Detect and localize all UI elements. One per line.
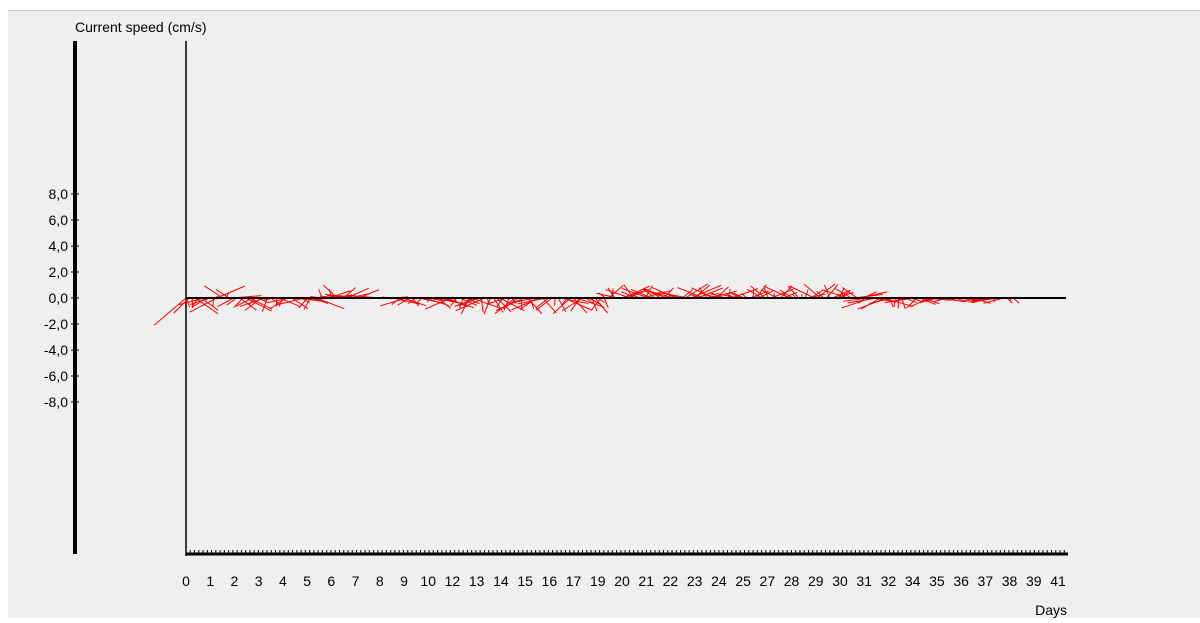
x-tick-label: 20 xyxy=(614,573,630,589)
x-tick-label: 35 xyxy=(929,573,945,589)
x-tick-label: 6 xyxy=(327,573,335,589)
x-tick-label: 31 xyxy=(856,573,872,589)
y-tick-label: -2,0 xyxy=(44,316,68,332)
y-tick-label: 4,0 xyxy=(49,238,69,254)
velocity-stick xyxy=(573,298,586,313)
x-tick-label: 25 xyxy=(735,573,751,589)
x-tick-label: 21 xyxy=(638,573,654,589)
y-tick-label: 0,0 xyxy=(49,290,69,306)
x-tick-label: 39 xyxy=(1026,573,1042,589)
x-tick-label: 7 xyxy=(352,573,360,589)
velocity-stick xyxy=(484,298,491,314)
x-tick-label: 28 xyxy=(784,573,800,589)
x-tick-label: 22 xyxy=(663,573,679,589)
x-tick-label: 19 xyxy=(590,573,606,589)
x-tick-label: 29 xyxy=(808,573,824,589)
x-tick-label: 32 xyxy=(881,573,897,589)
x-tick-label: 5 xyxy=(303,573,311,589)
y-tick-label: -6,0 xyxy=(44,368,68,384)
x-axis-label: Days xyxy=(1035,602,1067,618)
y-tick-label: 2,0 xyxy=(49,264,69,280)
x-tick-label: 4 xyxy=(279,573,287,589)
velocity-stick xyxy=(317,298,344,309)
x-tick-label: 30 xyxy=(832,573,848,589)
y-tick-label: 6,0 xyxy=(49,212,69,228)
velocity-stick xyxy=(520,298,537,310)
x-tick-label: 14 xyxy=(493,573,509,589)
y-tick-labels: 8,0 6,0 4,0 2,0 0,0 -2,0 -4,0 -6,0 -8,0 xyxy=(44,186,68,410)
velocity-sticks xyxy=(154,284,1019,325)
velocity-stick xyxy=(530,298,533,309)
x-tick-label: 12 xyxy=(445,573,461,589)
velocity-stick xyxy=(481,298,483,312)
x-tick-label: 24 xyxy=(711,573,727,589)
x-tick-label: 1 xyxy=(206,573,214,589)
x-tick-label: 36 xyxy=(953,573,969,589)
x-tick-label: 37 xyxy=(978,573,994,589)
current-speed-chart: Current speed (cm/s) Days 8,0 6,0 4,0 2,0 0,… xyxy=(8,11,1200,618)
velocity-stick xyxy=(604,298,608,308)
velocity-stick xyxy=(889,298,893,307)
x-tick-label: 15 xyxy=(517,573,533,589)
velocity-stick xyxy=(195,298,218,314)
velocity-stick xyxy=(154,298,186,325)
x-tick-label: 13 xyxy=(469,573,485,589)
x-tick-label: 23 xyxy=(687,573,703,589)
x-tick-label: 16 xyxy=(542,573,558,589)
x-tick-label: 38 xyxy=(1002,573,1018,589)
y-tick-label: -8,0 xyxy=(44,394,68,410)
x-tick-label: 9 xyxy=(400,573,408,589)
x-tick-label: 17 xyxy=(566,573,582,589)
x-tick-label: 10 xyxy=(420,573,436,589)
x-tick-label: 8 xyxy=(376,573,384,589)
y-tick-label: -4,0 xyxy=(44,342,68,358)
x-tick-label: 41 xyxy=(1050,573,1066,589)
x-ticks xyxy=(186,550,1064,554)
velocity-stick xyxy=(858,298,887,309)
x-tick-label: 27 xyxy=(760,573,776,589)
x-tick-label: 3 xyxy=(255,573,263,589)
velocity-stick xyxy=(804,284,820,298)
y-tick-label: 8,0 xyxy=(49,186,69,202)
velocity-stick xyxy=(174,298,189,313)
velocity-stick xyxy=(553,298,570,314)
x-tick-label: 0 xyxy=(182,573,190,589)
velocity-stick xyxy=(811,290,823,298)
x-tick-label: 34 xyxy=(905,573,921,589)
x-tick-label: 2 xyxy=(231,573,239,589)
chart-panel: Current speed (cm/s) Days 8,0 6,0 4,0 2,0 0,… xyxy=(8,10,1200,618)
y-axis-label: Current speed (cm/s) xyxy=(75,19,206,35)
